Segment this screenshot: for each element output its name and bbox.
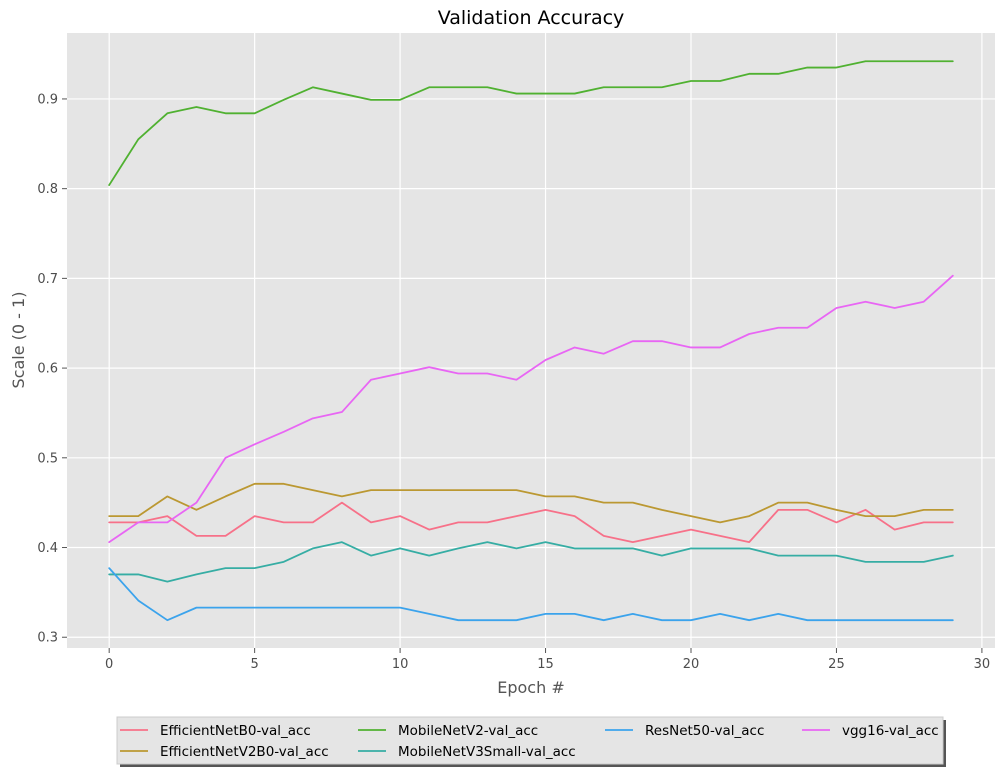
y-tick-label: 0.9 (37, 92, 58, 107)
chart-title: Validation Accuracy (438, 7, 625, 29)
y-axis-title: Scale (0 - 1) (9, 292, 28, 389)
x-tick-label: 15 (537, 657, 554, 672)
series-line-efficientnetv2b0-val-acc (108, 482, 954, 524)
series-line-resnet50-val-acc (108, 567, 954, 622)
legend-label-efficientnetb0-val-acc: EfficientNetB0-val_acc (160, 723, 311, 739)
x-tick-label: 5 (250, 657, 258, 672)
x-tick-label: 0 (105, 657, 113, 672)
plot-background (67, 33, 995, 648)
legend-label-resnet50-val-acc: ResNet50-val_acc (645, 723, 764, 739)
x-tick-label: 30 (974, 657, 991, 672)
legend-label-mobilenetv2-val-acc: MobileNetV2-val_acc (398, 723, 538, 739)
series-line-mobilenetv2-val-acc (108, 60, 954, 186)
y-tick-label: 0.4 (37, 541, 58, 556)
x-tick-label: 20 (683, 657, 700, 672)
y-tick-label: 0.7 (37, 272, 58, 287)
x-tick-label: 10 (392, 657, 409, 672)
x-axis-title: Epoch # (497, 678, 564, 697)
legend-label-efficientnetv2b0-val-acc: EfficientNetV2B0-val_acc (160, 744, 329, 760)
y-tick-label: 0.8 (37, 182, 58, 197)
series-line-efficientnetb0-val-acc (108, 501, 954, 544)
y-tick-label: 0.3 (37, 631, 58, 646)
axes: 0 5 10 15 20 25 30 0.3 0.4 0.5 0.6 0.7 0.8 0.9 (37, 92, 990, 672)
legend-label-mobilenetv3small-val-acc: MobileNetV3Small-val_acc (398, 744, 576, 760)
y-tick-label: 0.5 (37, 451, 58, 466)
series-line-vgg16-val-acc (108, 274, 954, 544)
grid (67, 33, 995, 648)
y-tick-label: 0.6 (37, 362, 58, 377)
x-tick-label: 25 (828, 657, 845, 672)
series-lines (108, 60, 954, 622)
legend-box (116, 716, 944, 765)
legend: EfficientNetB0-val_acc EfficientNetV2B0-v… (116, 716, 946, 767)
legend-label-vgg16-val-acc: vgg16-val_acc (842, 723, 939, 739)
series-line-mobilenetv3small-val-acc (108, 541, 954, 583)
